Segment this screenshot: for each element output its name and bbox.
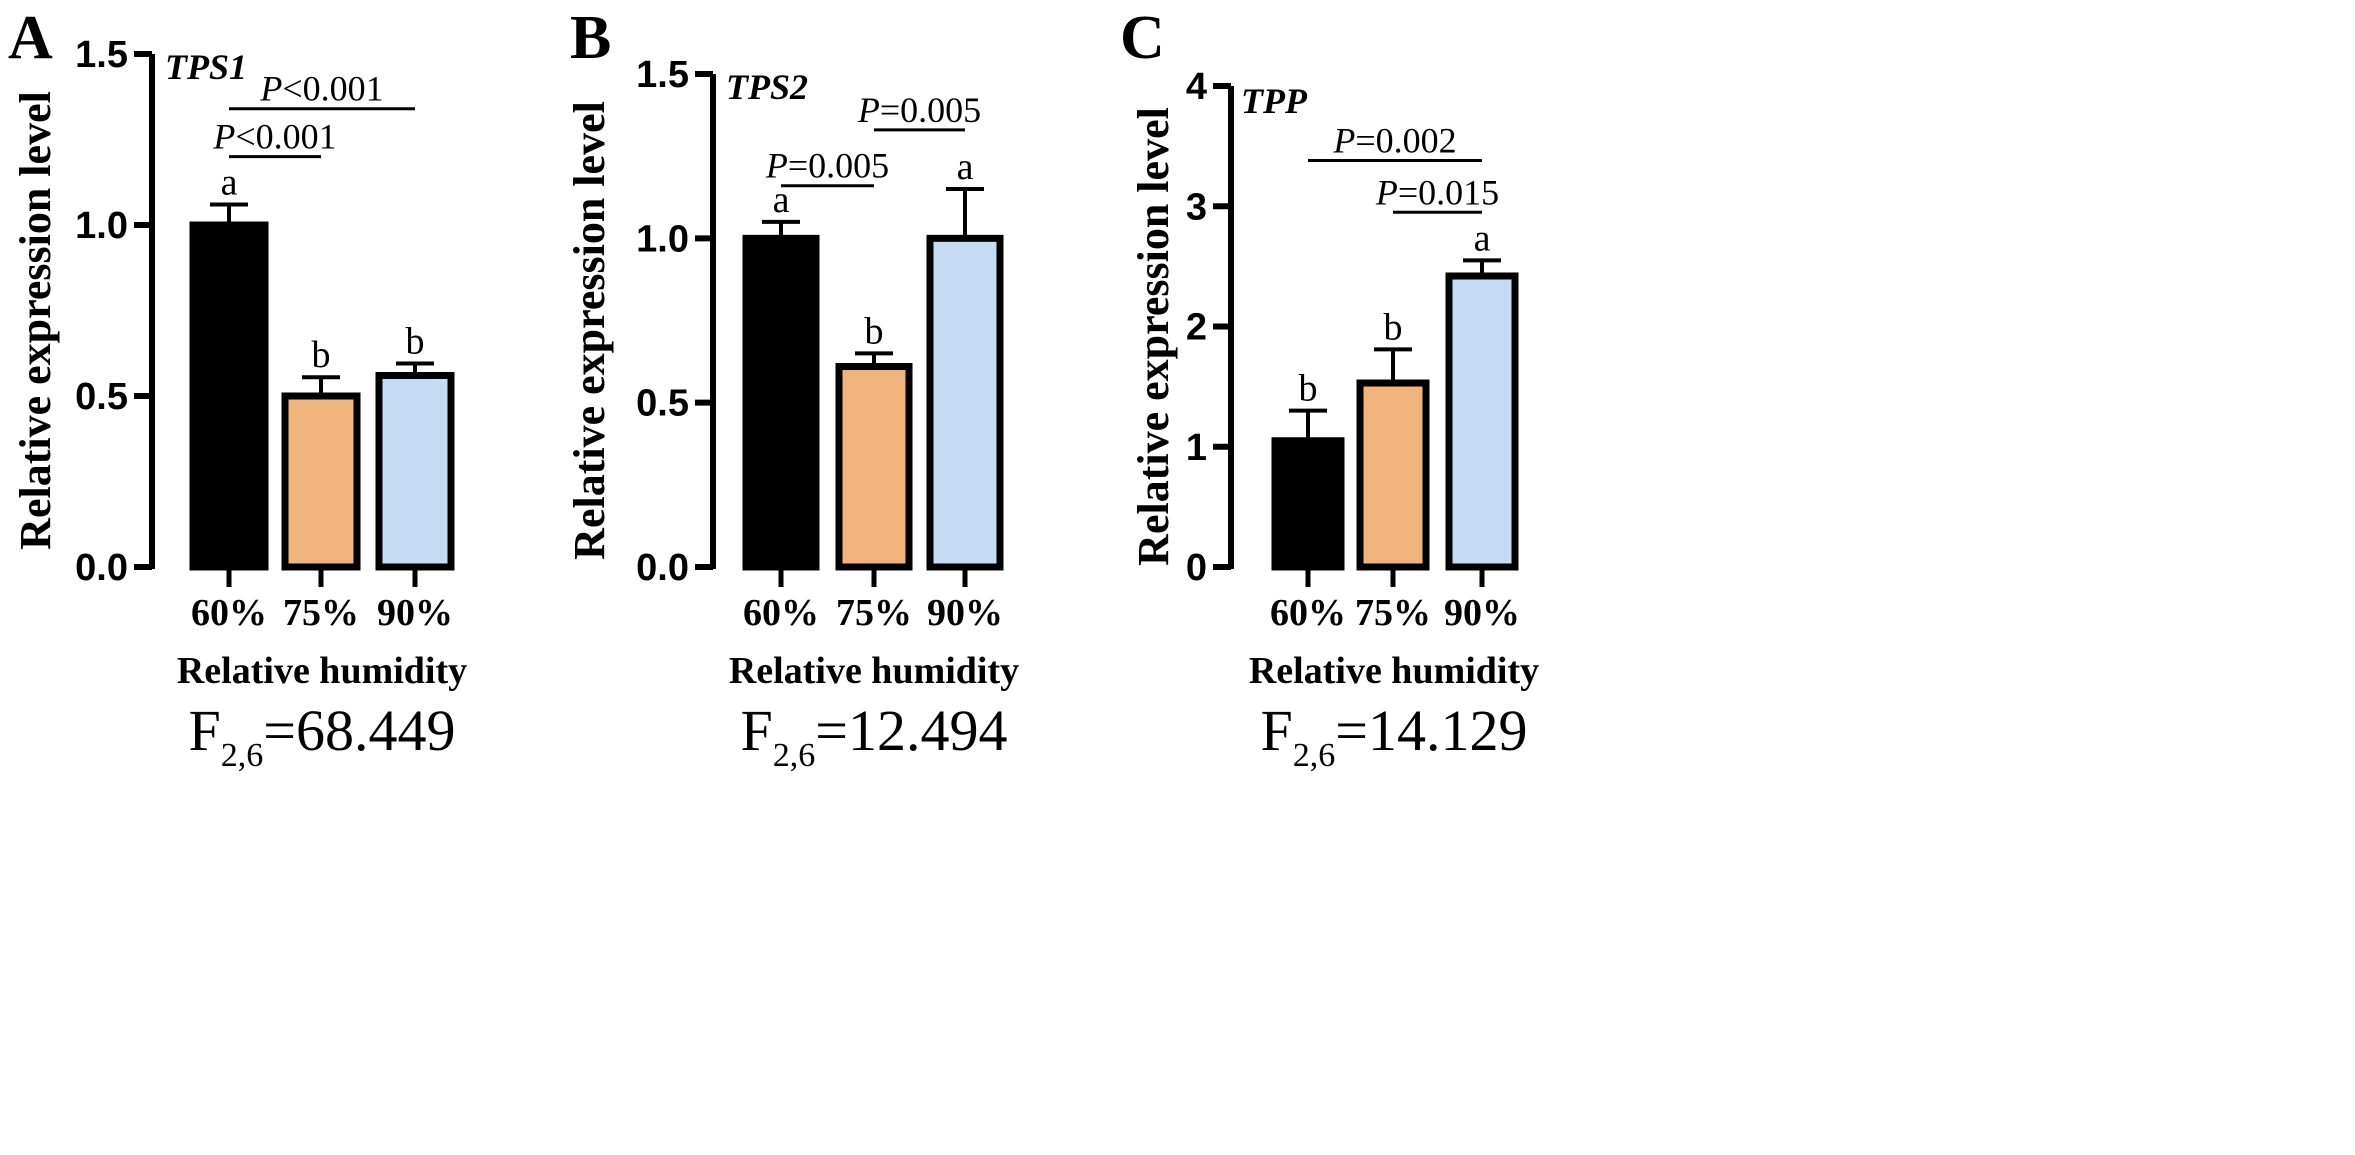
p-symbol: P <box>1375 172 1398 212</box>
p-symbol: P <box>857 90 880 130</box>
p-value: <0.001 <box>282 69 383 109</box>
chart-panel-a: A TPS1 0.0 0.5 1.0 1.5 Relative expression lev… <box>8 4 467 774</box>
x-category-label: 60% <box>743 592 819 634</box>
panel-label: A <box>8 4 53 72</box>
y-tick-label: 1 <box>1186 427 1207 469</box>
significance-letter: b <box>406 321 425 363</box>
f-subscript: 2,6 <box>1293 737 1336 774</box>
f-symbol: F <box>1261 698 1293 763</box>
bar <box>281 392 361 571</box>
f-value: =14.129 <box>1335 698 1527 763</box>
p-value: =0.005 <box>788 146 889 186</box>
p-symbol: P <box>765 146 788 186</box>
bar <box>742 234 820 571</box>
p-symbol: P <box>212 117 235 157</box>
x-axis-title: Relative humidity <box>1249 650 1539 692</box>
y-tick-label: 0 <box>1186 547 1207 589</box>
f-symbol: F <box>741 698 773 763</box>
bar <box>375 371 455 571</box>
f-value: =12.494 <box>815 698 1007 763</box>
panel-label: B <box>570 4 611 72</box>
gene-label: TPP <box>1241 81 1308 121</box>
x-category-label: 60% <box>1270 592 1346 634</box>
f-statistic: F2,6=68.449 <box>189 698 456 774</box>
y-tick-label: 2 <box>1186 307 1207 349</box>
gene-label: TPS1 <box>165 47 247 87</box>
bar <box>1356 379 1430 571</box>
significance-letter: a <box>957 146 974 188</box>
f-value: =68.449 <box>263 698 455 763</box>
significance-letter: a <box>1474 217 1491 259</box>
significance-letter: a <box>221 161 238 203</box>
p-value-label: P=0.005 <box>765 146 889 186</box>
f-statistic: F2,6=12.494 <box>741 698 1008 774</box>
p-value-label: P<0.001 <box>212 117 336 157</box>
f-statistic: F2,6=14.129 <box>1261 698 1528 774</box>
x-category-label: 75% <box>283 592 359 634</box>
y-axis-title: Relative expression level <box>1129 107 1178 566</box>
x-category-label: 90% <box>1444 592 1520 634</box>
p-value-label: P=0.015 <box>1375 172 1499 212</box>
y-tick-label: 4 <box>1186 66 1207 108</box>
y-tick-label: 0.0 <box>75 547 128 589</box>
x-category-label: 75% <box>1355 592 1431 634</box>
x-axis-title: Relative humidity <box>177 650 467 692</box>
p-symbol: P <box>259 69 282 109</box>
x-category-label: 75% <box>836 592 912 634</box>
bar <box>189 221 269 571</box>
y-tick-label: 1.5 <box>75 34 128 76</box>
bar <box>1445 272 1519 571</box>
significance-letter: a <box>773 179 790 221</box>
bar <box>926 234 1004 571</box>
y-tick-label: 0.5 <box>75 376 128 418</box>
y-tick-label: 1.0 <box>75 205 128 247</box>
p-value: =0.005 <box>880 90 981 130</box>
f-subscript: 2,6 <box>221 737 264 774</box>
panel-label: C <box>1120 4 1165 72</box>
significance-letter: b <box>1299 368 1318 410</box>
significance-letter: b <box>312 334 331 376</box>
significance-letter: b <box>1384 306 1403 348</box>
x-category-label: 90% <box>927 592 1003 634</box>
x-category-label: 90% <box>377 592 453 634</box>
f-subscript: 2,6 <box>773 737 816 774</box>
y-axis-title: Relative expression level <box>11 91 60 550</box>
p-symbol: P <box>1332 121 1355 161</box>
p-value: =0.002 <box>1355 121 1456 161</box>
y-axis-title: Relative expression level <box>565 101 614 560</box>
p-value: =0.015 <box>1398 172 1499 212</box>
p-value-label: P=0.002 <box>1332 121 1456 161</box>
p-value-label: P=0.005 <box>857 90 981 130</box>
bar <box>1271 437 1345 571</box>
y-tick-label: 1.0 <box>636 218 689 260</box>
x-category-label: 60% <box>191 592 267 634</box>
significance-letter: b <box>865 310 884 352</box>
bar <box>835 363 913 571</box>
y-tick-label: 0.0 <box>636 547 689 589</box>
p-value-label: P<0.001 <box>259 69 383 109</box>
x-axis-title: Relative humidity <box>729 650 1019 692</box>
gene-label: TPS2 <box>726 67 808 107</box>
y-tick-label: 3 <box>1186 186 1207 228</box>
y-tick-label: 0.5 <box>636 383 689 425</box>
f-symbol: F <box>189 698 221 763</box>
p-value: <0.001 <box>235 117 336 157</box>
y-tick-label: 1.5 <box>636 54 689 96</box>
chart-panel-b: B TPS2 0.0 0.5 1.0 1.5 Relative expression lev… <box>565 4 1019 774</box>
